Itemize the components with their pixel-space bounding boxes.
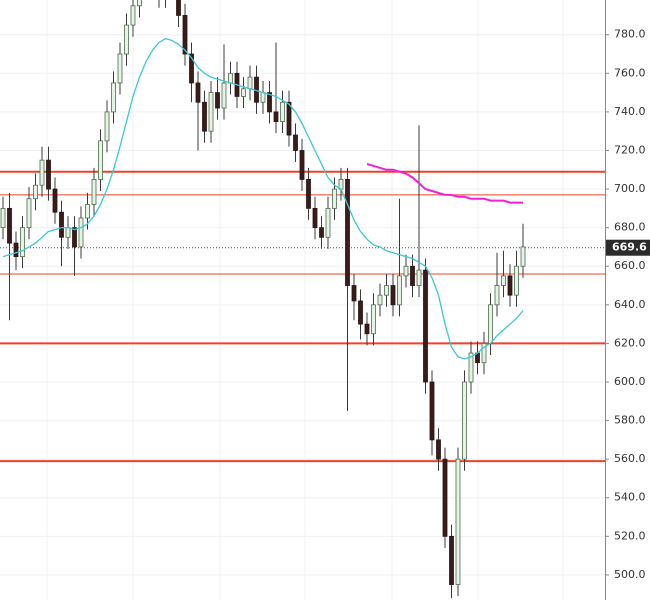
candle-body — [221, 82, 227, 109]
y-tick-label: 600.0 — [614, 375, 646, 388]
candle-body — [429, 381, 435, 441]
candle-body — [273, 111, 279, 122]
candle-body — [52, 188, 58, 213]
vertical-grid — [46, 0, 564, 600]
candle-body — [514, 265, 519, 296]
candle-body — [20, 227, 25, 257]
candle-body — [241, 88, 246, 97]
candle-body — [410, 265, 415, 286]
candle-body — [247, 76, 253, 90]
candle-body — [260, 92, 266, 103]
candle-body — [377, 294, 383, 306]
candle-body — [59, 211, 64, 238]
y-tick-label: 760.0 — [614, 66, 646, 79]
candle-body — [507, 275, 513, 296]
candle-body — [124, 24, 129, 55]
candle-body — [423, 269, 428, 383]
candle-body — [501, 275, 506, 286]
candle-body — [91, 179, 97, 205]
candle-body — [182, 15, 188, 55]
candle-body — [111, 82, 116, 113]
candle-body — [416, 269, 422, 286]
y-tick-label: 540.0 — [614, 491, 646, 504]
candle-body — [462, 381, 467, 460]
candle-body — [384, 285, 389, 296]
candle-body — [176, 0, 181, 16]
y-tick-label: 700.0 — [614, 182, 646, 195]
candle-body — [189, 53, 194, 84]
candle-body — [0, 207, 6, 229]
candle-body — [46, 159, 51, 190]
y-tick-label: 740.0 — [614, 105, 646, 118]
y-tick-label: 640.0 — [614, 298, 646, 311]
candle-body — [130, 5, 136, 26]
candle-body — [13, 242, 19, 257]
candle-body — [267, 92, 272, 113]
last-price-box — [606, 239, 650, 256]
candle-body — [33, 184, 38, 200]
candle-body — [65, 227, 71, 238]
candle-body — [202, 101, 207, 132]
candle-body — [455, 458, 461, 585]
candle-body — [345, 179, 350, 286]
candle-body — [494, 285, 500, 306]
candle-body — [286, 101, 292, 136]
y-tick-label: 620.0 — [614, 336, 646, 349]
indicator-line — [366, 163, 523, 204]
candle-body — [332, 188, 337, 209]
candle-body — [520, 246, 526, 267]
candle-body — [39, 159, 45, 186]
candle-body — [26, 198, 32, 229]
candle-body — [403, 265, 409, 277]
candle-body — [7, 207, 12, 244]
candle-body — [397, 275, 402, 306]
price-axis-labels: 500.0 520.0 540.0 560.0 580.0 600.0 620.0 640.0… — [605, 0, 650, 581]
candle-body — [195, 82, 201, 103]
y-tick-label: 560.0 — [614, 452, 646, 465]
indicator-line — [2, 37, 524, 360]
candle-body — [390, 285, 396, 306]
candle-body — [371, 304, 376, 335]
candle-body — [299, 150, 305, 180]
y-tick-label: 500.0 — [614, 568, 646, 581]
candle-body — [325, 207, 331, 238]
candle-body — [358, 300, 363, 325]
candle-body — [488, 304, 493, 344]
candle-body — [215, 92, 220, 109]
candle-body — [351, 285, 357, 302]
candle-body — [319, 227, 324, 238]
candle-body — [104, 111, 110, 142]
last-price-label: 669.6 — [612, 241, 647, 254]
candle-body — [468, 352, 474, 383]
candle-body — [78, 217, 84, 248]
candle-body — [280, 101, 285, 122]
candle-body — [442, 458, 448, 537]
candle-body — [85, 204, 90, 219]
candle-body — [436, 439, 441, 460]
y-tick-label: 660.0 — [614, 259, 646, 272]
plot-area — [0, 0, 605, 599]
candle-body — [72, 227, 77, 248]
candle-body — [481, 343, 487, 364]
candle-body — [364, 323, 370, 335]
y-tick-label: 580.0 — [614, 414, 646, 427]
candle-body — [449, 535, 454, 585]
candle-body — [98, 140, 103, 180]
candle-body — [208, 92, 214, 132]
candle-body — [306, 179, 311, 209]
candle-body — [312, 207, 318, 229]
y-tick-label: 680.0 — [614, 221, 646, 234]
y-tick-label: 800.0 — [614, 0, 646, 2]
y-tick-label: 720.0 — [614, 143, 646, 156]
candle-body — [137, 0, 142, 7]
candle-body — [117, 53, 123, 84]
y-tick-label: 780.0 — [614, 28, 646, 41]
candle-body — [228, 72, 233, 84]
y-tick-label: 520.0 — [614, 529, 646, 542]
candle-body — [293, 134, 298, 151]
